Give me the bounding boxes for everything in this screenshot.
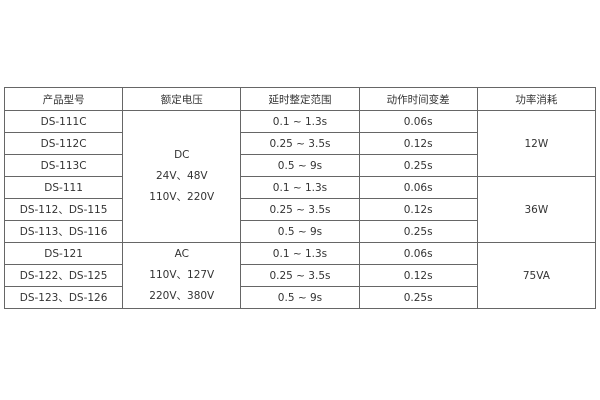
range-cell: 0.5 ~ 9s — [240, 154, 360, 177]
power-cell: 12W — [476, 110, 597, 177]
model-cell: DS-121 — [3, 242, 124, 265]
range-cell: 0.5 ~ 9s — [240, 286, 360, 309]
model-cell: DS-111C — [3, 110, 124, 133]
power-cell: 75VA — [476, 242, 597, 309]
range-cell: 0.25 ~ 3.5s — [240, 198, 360, 221]
range-cell: 0.25 ~ 3.5s — [240, 132, 360, 155]
table-row: DS-122、DS-125 0.25 ~ 3.5s 0.12s — [3, 264, 596, 287]
voltage-type: AC — [174, 248, 189, 260]
power-cell: 36W — [476, 176, 597, 243]
model-cell: DS-113C — [3, 154, 124, 177]
model-cell: DS-113、DS-116 — [3, 220, 124, 243]
table-row: DS-111C DC 24V、48V 110V、220V 0.1 ~ 1.3s … — [3, 110, 597, 243]
range-cell: 0.25 ~ 3.5s — [240, 264, 360, 287]
voltage-cell-dc: DC 24V、48V 110V、220V — [122, 110, 242, 243]
header-variance: 动作时间变差 — [358, 87, 478, 111]
variance-cell: 0.25s — [358, 220, 478, 243]
header-voltage: 额定电压 — [122, 87, 242, 111]
model-cell: DS-112C — [3, 132, 124, 155]
voltage-values: 24V、48V — [155, 170, 208, 182]
table-row: DS-111 0.1 ~ 1.3s 0.06s 36W — [3, 176, 597, 243]
header-model: 产品型号 — [3, 87, 124, 111]
range-cell: 0.1 ~ 1.3s — [240, 242, 360, 265]
range-cell: 0.1 ~ 1.3s — [240, 176, 360, 199]
voltage-type: DC — [174, 149, 190, 161]
voltage-values: 110V、127V — [149, 269, 215, 281]
model-cell: DS-122、DS-125 — [3, 264, 124, 287]
table-row: DS-123、DS-126 0.5 ~ 9s 0.25s — [3, 286, 596, 309]
table-row: DS-121 AC 110V、127V 220V、380V 0.1 ~ 1.3s… — [3, 242, 597, 309]
header-range: 延时整定范围 — [240, 87, 360, 111]
variance-cell: 0.25s — [358, 154, 478, 177]
voltage-values: 110V、220V — [149, 191, 215, 203]
table-row: DS-113C 0.5 ~ 9s 0.25s — [3, 154, 596, 177]
model-cell: DS-112、DS-115 — [3, 198, 124, 221]
model-cell: DS-111 — [3, 176, 124, 199]
variance-cell: 0.12s — [358, 264, 478, 287]
range-cell: 0.1 ~ 1.3s — [240, 110, 360, 133]
model-cell: DS-123、DS-126 — [3, 286, 124, 309]
variance-cell: 0.25s — [358, 286, 478, 309]
voltage-cell-ac: AC 110V、127V 220V、380V — [122, 242, 242, 309]
variance-cell: 0.12s — [358, 132, 478, 155]
variance-cell: 0.06s — [358, 110, 478, 133]
header-power: 功率消耗 — [476, 87, 597, 111]
variance-cell: 0.06s — [358, 176, 478, 199]
variance-cell: 0.12s — [358, 198, 478, 221]
variance-cell: 0.06s — [358, 242, 478, 265]
spec-table: 产品型号 额定电压 延时整定范围 动作时间变差 功率消耗 DS-111C DC … — [3, 87, 597, 309]
voltage-values: 220V、380V — [149, 290, 215, 302]
header-row: 产品型号 额定电压 延时整定范围 动作时间变差 功率消耗 — [3, 87, 597, 111]
table-row: DS-113、DS-116 0.5 ~ 9s 0.25s — [3, 220, 596, 243]
range-cell: 0.5 ~ 9s — [240, 220, 360, 243]
